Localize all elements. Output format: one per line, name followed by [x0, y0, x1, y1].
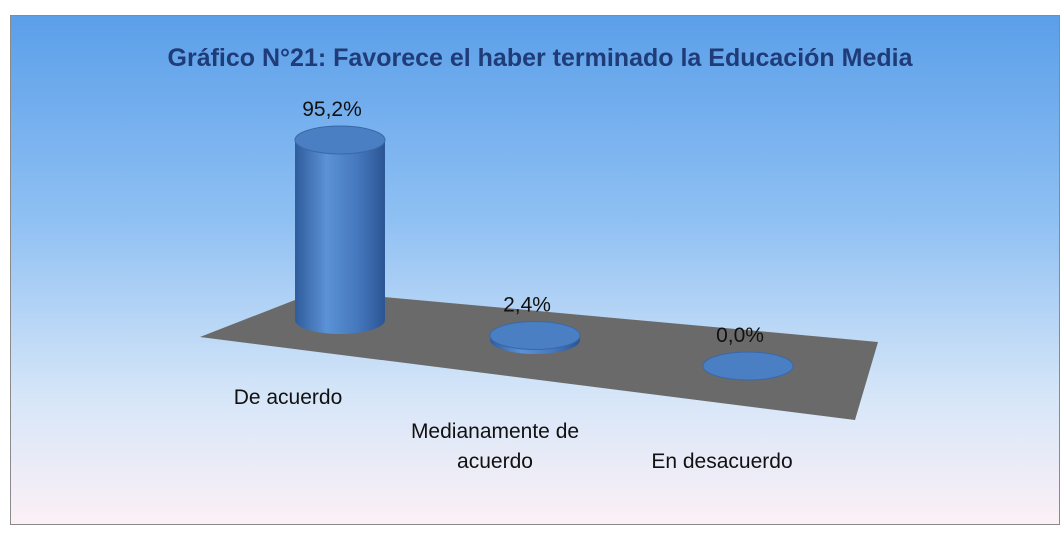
- x-tick-label: En desacuerdo: [651, 450, 793, 473]
- bar-top: [702, 351, 794, 381]
- chart-area: [10, 15, 1060, 525]
- bar: [702, 351, 794, 381]
- bar-side: [295, 140, 385, 334]
- bar-top: [294, 125, 386, 155]
- value-label: 2,4%: [503, 293, 551, 316]
- x-tick-label: Medianamente de acuerdo: [410, 420, 580, 473]
- x-tick-label: De acuerdo: [233, 386, 343, 409]
- bar-top: [489, 320, 581, 350]
- value-label: 0,0%: [716, 324, 764, 347]
- value-label: 95,2%: [302, 98, 362, 121]
- bar: [294, 125, 386, 334]
- bar: [489, 320, 581, 354]
- chart-title: Gráfico N°21: Favorece el haber terminad…: [168, 44, 914, 72]
